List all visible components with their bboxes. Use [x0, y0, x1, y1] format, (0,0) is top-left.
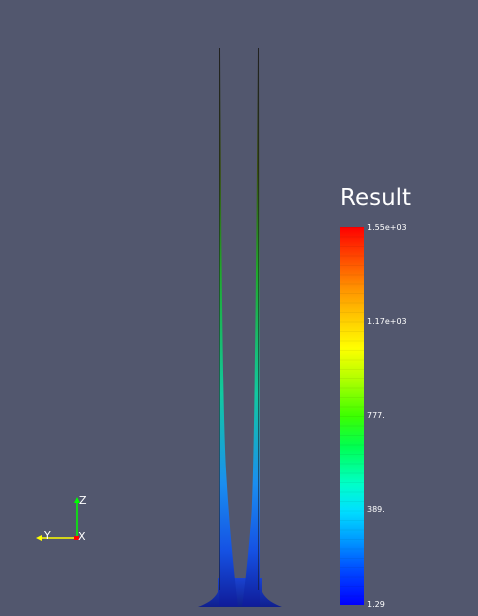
legend-tick-label: 1.55e+03: [367, 223, 407, 232]
orientation-axes: [36, 497, 80, 541]
z-axis-label: Z: [79, 494, 87, 507]
legend-tick-label: 777.: [367, 411, 385, 420]
surface-left-spike: [219, 48, 238, 606]
surface-base: [198, 578, 282, 607]
x-axis-label: X: [78, 530, 86, 543]
y-axis-arrow: [36, 535, 42, 541]
z-axis-arrow: [74, 497, 80, 503]
y-axis-label: Y: [44, 529, 51, 542]
legend-tick-label: 389.: [367, 505, 385, 514]
legend-tick-label: 1.29: [367, 600, 385, 609]
color-legend-bar: [340, 227, 364, 605]
surface-right-spike: [242, 48, 260, 606]
x-axis-marker: [74, 536, 79, 540]
legend-title: Result: [340, 185, 412, 211]
legend-tick-label: 1.17e+03: [367, 317, 407, 326]
